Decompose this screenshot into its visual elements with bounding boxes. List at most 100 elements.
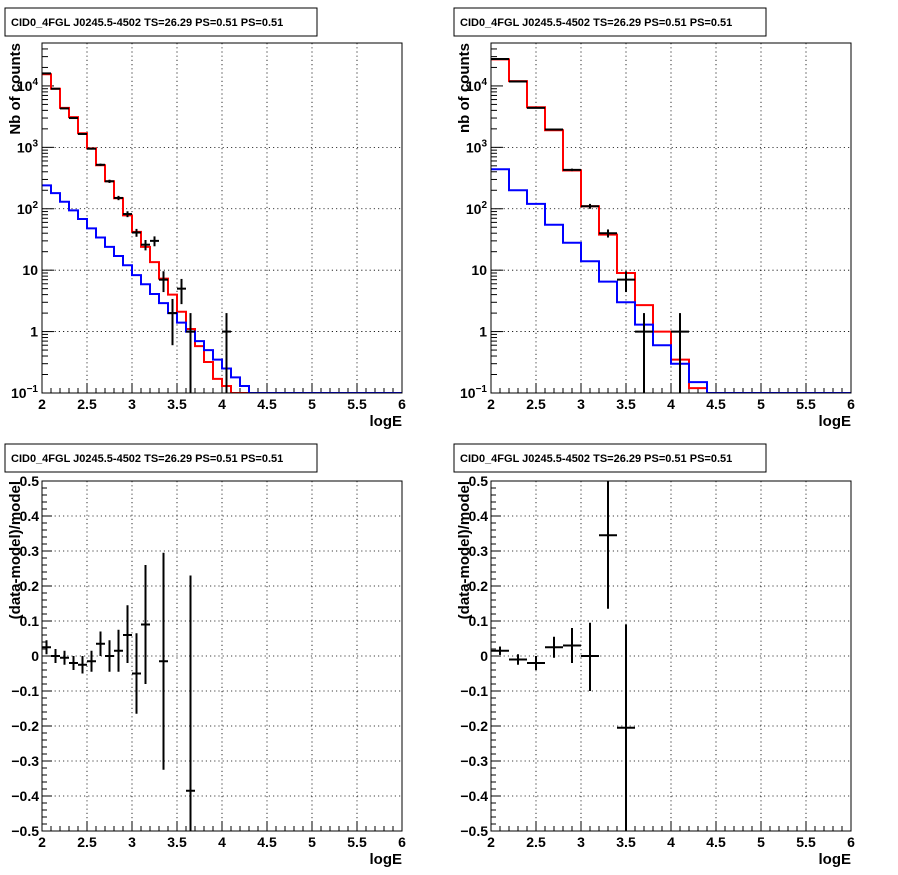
x-tick-label: 3.5 (167, 396, 187, 412)
y-tick-label: 10−1 (460, 384, 487, 401)
grid (42, 43, 402, 393)
y-tick-label: 10 (22, 262, 38, 278)
x-axis-title: logE (370, 413, 403, 430)
axis-ticks (41, 42, 403, 394)
title-box (453, 7, 767, 37)
chart-panel-3: 2 2.5 3 3.5 4 4.5 5 5.5 6 −0.5 −0.4 −0.3 −0.2 −0.1 0 0.… (4, 443, 406, 868)
y-tick-label: 104 (466, 77, 488, 94)
plot-area (491, 57, 851, 393)
x-tick-label: 4.5 (257, 834, 277, 850)
y-tick-label: −0.4 (460, 788, 488, 804)
x-tick-label: 2 (487, 396, 495, 412)
x-tick-label: 4 (218, 396, 226, 412)
plot-area (491, 481, 635, 831)
x-tick-label: 3.5 (616, 396, 636, 412)
background-step-line (491, 168, 851, 393)
chart-panel-4: 2 2.5 3 3.5 4 4.5 5 5.5 6 −0.5 −0.4 −0.3 −0.2 −0.1 0 0.… (453, 443, 855, 868)
grid (42, 481, 402, 831)
title-box (453, 443, 767, 473)
plot-frame (41, 42, 403, 394)
y-axis-title: (data-model)/model (7, 481, 24, 619)
y-axis-title: nb of counts (456, 43, 473, 133)
y-tick-label: 103 (17, 138, 39, 155)
x-tick-label: 2 (487, 834, 495, 850)
x-tick-label: 4 (667, 396, 675, 412)
x-tick-label: 3 (128, 834, 136, 850)
x-tick-label: 5 (757, 834, 765, 850)
y-tick-label: 0.2 (20, 578, 40, 594)
x-tick-label: 5 (308, 834, 316, 850)
y-tick-label: 0 (480, 648, 488, 664)
y-tick-label: 0.1 (469, 613, 489, 629)
x-tick-label: 2 (38, 834, 46, 850)
y-axis-title: Nb of counts (7, 43, 24, 135)
x-axis-title: logE (819, 413, 852, 430)
y-tick-label: −0.2 (11, 718, 39, 734)
y-tick-label: 0.2 (469, 578, 489, 594)
plot-frame (490, 42, 852, 394)
y-tick-label: 0.3 (469, 543, 489, 559)
x-tick-label: 6 (847, 396, 855, 412)
y-tick-label: 1 (30, 324, 38, 340)
y-tick-label: 0.4 (469, 508, 489, 524)
x-tick-label: 6 (847, 834, 855, 850)
x-tick-label: 2.5 (526, 834, 546, 850)
x-tick-label: 6 (398, 834, 406, 850)
y-tick-label: −0.1 (460, 683, 488, 699)
y-tick-label: 10−1 (11, 384, 38, 401)
axis-ticks (41, 480, 403, 832)
x-tick-label: 4 (667, 834, 675, 850)
chart-title: CID0_4FGL J0245.5-4502 TS=26.29 PS=0.51 … (11, 453, 283, 465)
y-tick-label: 0.5 (469, 473, 489, 489)
y-tick-label: 104 (17, 77, 39, 94)
model-total-step-line (491, 58, 851, 393)
y-tick-label: 0.1 (20, 613, 40, 629)
plot-frame (41, 480, 403, 832)
title-box (4, 7, 318, 37)
x-tick-label: 3 (577, 396, 585, 412)
y-tick-label: 0.5 (20, 473, 40, 489)
chart-title: CID0_4FGL J0245.5-4502 TS=26.29 PS=0.51 … (11, 17, 283, 29)
x-tick-label: 2.5 (526, 396, 546, 412)
x-tick-label: 4.5 (257, 396, 277, 412)
y-tick-label: −0.3 (11, 753, 39, 769)
y-tick-label: −0.1 (11, 683, 39, 699)
x-tick-label: 5.5 (796, 834, 816, 850)
y-tick-label: 103 (466, 138, 488, 155)
title-box (4, 443, 318, 473)
y-tick-label: −0.5 (11, 823, 39, 839)
y-tick-label: −0.3 (460, 753, 488, 769)
y-tick-label: −0.2 (460, 718, 488, 734)
plot-area (42, 72, 402, 393)
plot-frame (490, 480, 852, 832)
x-tick-label: 4.5 (706, 396, 726, 412)
x-tick-label: 3 (577, 834, 585, 850)
x-tick-label: 3.5 (167, 834, 187, 850)
x-tick-label: 5 (757, 396, 765, 412)
x-tick-label: 3.5 (616, 834, 636, 850)
axis-ticks (490, 480, 852, 832)
y-tick-label: 10 (471, 262, 487, 278)
x-tick-label: 3 (128, 396, 136, 412)
x-tick-label: 6 (398, 396, 406, 412)
x-tick-label: 2 (38, 396, 46, 412)
x-axis-title: logE (370, 851, 403, 868)
y-tick-label: −0.5 (460, 823, 488, 839)
plot-area (42, 552, 195, 831)
y-axis-title: (data-model)/model (456, 481, 473, 619)
background-step-line (42, 184, 402, 393)
chart-title: CID0_4FGL J0245.5-4502 TS=26.29 PS=0.51 … (460, 17, 732, 29)
y-tick-label: 0.3 (20, 543, 40, 559)
chart-panel-2: 2 2.5 3 3.5 4 4.5 5 5.5 6 10−1 1 10 102 103 104 logE nb … (453, 7, 855, 430)
x-tick-label: 4.5 (706, 834, 726, 850)
y-tick-label: −0.4 (11, 788, 39, 804)
x-tick-label: 5.5 (796, 396, 816, 412)
x-axis-title: logE (819, 851, 852, 868)
y-tick-label: 1 (479, 324, 487, 340)
x-tick-label: 2.5 (77, 396, 97, 412)
y-tick-label: 102 (17, 200, 39, 217)
x-tick-label: 5 (308, 396, 316, 412)
x-tick-label: 4 (218, 834, 226, 850)
y-tick-label: 0.4 (20, 508, 40, 524)
